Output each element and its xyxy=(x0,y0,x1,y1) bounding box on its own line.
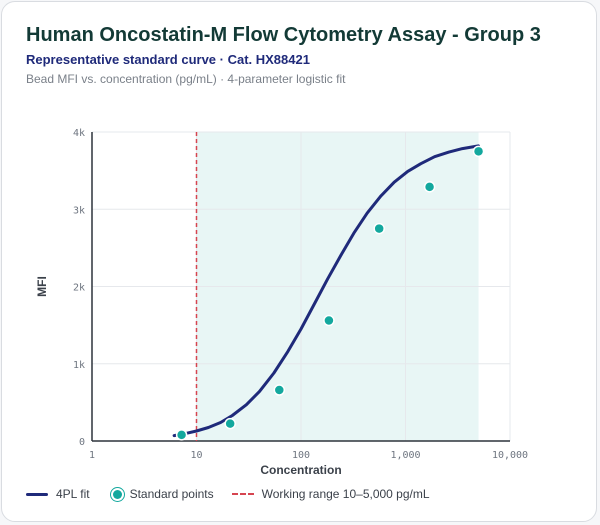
legend-swatch-line xyxy=(26,492,48,496)
x-tick-label: 100 xyxy=(292,450,310,461)
legend: 4PL fit Standard points Working range 10… xyxy=(26,487,448,501)
standard-point xyxy=(175,429,188,441)
legend-label-fit: 4PL fit xyxy=(56,487,90,501)
y-axis-title: MFI xyxy=(35,276,49,297)
x-tick-label: 1 xyxy=(89,450,95,461)
chart-title: Human Oncostatin-M Flow Cytometry Assay … xyxy=(26,24,541,46)
chart-caption: Bead MFI vs. concentration (pg/mL) · 4-p… xyxy=(26,72,346,86)
x-tick-label: 10,000 xyxy=(492,450,528,461)
fit-line xyxy=(172,144,480,438)
x-axis-title: Concentration xyxy=(260,463,341,477)
axes xyxy=(91,132,510,442)
legend-item-range: Working range 10–5,000 pg/mL xyxy=(231,487,430,501)
x-tick-label: 1,000 xyxy=(390,450,420,461)
y-tick-label: 4k xyxy=(73,128,85,139)
y-tick-label: 1k xyxy=(73,360,85,371)
standard-point xyxy=(373,222,385,235)
y-tick-label: 0 xyxy=(79,437,85,448)
legend-label-range: Working range 10–5,000 pg/mL xyxy=(261,487,430,501)
standard-point xyxy=(224,417,236,430)
tick-labels: 1 10 100 1,000 10,000 0 1k 2k 3k 4k xyxy=(73,128,528,461)
legend-item-fit: 4PL fit xyxy=(26,487,90,501)
standard-point xyxy=(423,181,436,193)
y-tick-label: 3k xyxy=(73,205,85,216)
standard-point xyxy=(472,145,485,158)
legend-label-points: Standard points xyxy=(129,487,214,501)
legend-swatch-dashed xyxy=(231,493,254,495)
legend-swatch-dot xyxy=(112,489,122,499)
standard-points xyxy=(175,145,485,441)
standard-point xyxy=(323,314,335,327)
x-tick-label: 10 xyxy=(190,450,202,461)
legend-item-points: Standard points xyxy=(108,487,214,501)
standard-point xyxy=(273,384,286,396)
chart-subtitle: Representative standard curve · Cat. HX8… xyxy=(26,52,310,67)
y-tick-label: 2k xyxy=(73,283,85,294)
